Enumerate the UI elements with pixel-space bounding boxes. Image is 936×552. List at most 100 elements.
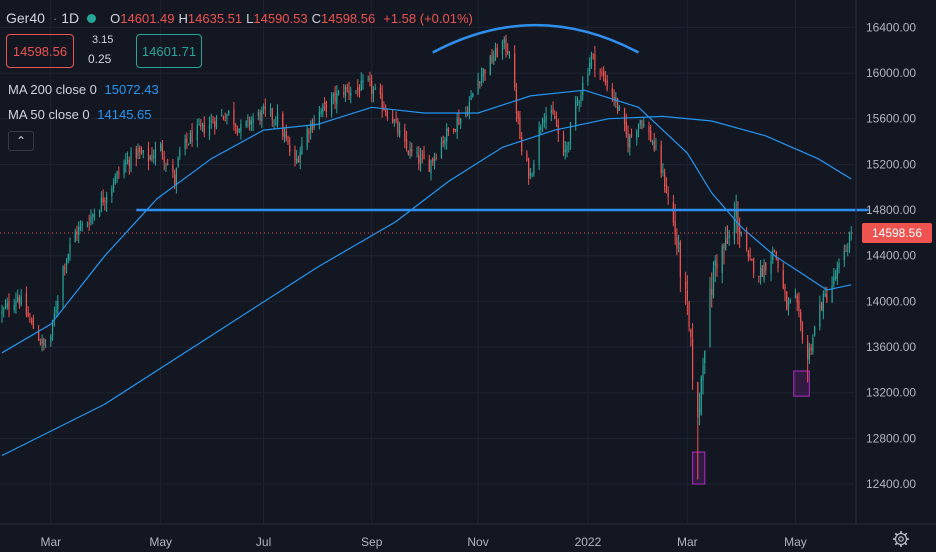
candle[interactable] (147, 141, 150, 171)
candle[interactable] (772, 246, 774, 265)
candle[interactable] (786, 291, 788, 311)
candle[interactable] (564, 140, 566, 160)
candle[interactable] (747, 249, 749, 262)
candle[interactable] (233, 101, 235, 131)
candle[interactable] (653, 132, 655, 152)
candle[interactable] (177, 156, 179, 168)
collapse-indicators-button[interactable]: ⌃ (8, 131, 34, 151)
candle[interactable] (163, 150, 165, 171)
candle[interactable] (447, 127, 450, 136)
candle[interactable] (311, 118, 314, 134)
highlight-box[interactable] (793, 370, 811, 397)
candle[interactable] (550, 104, 552, 122)
candle[interactable] (625, 113, 627, 138)
candle[interactable] (679, 239, 681, 293)
candle[interactable] (472, 92, 474, 98)
candle[interactable] (807, 334, 809, 383)
candle[interactable] (379, 83, 382, 99)
candle[interactable] (822, 290, 824, 320)
candle[interactable] (514, 45, 516, 91)
candle[interactable] (203, 116, 205, 138)
highlight-box[interactable] (691, 451, 706, 485)
gear-icon[interactable] (892, 530, 910, 548)
candle[interactable] (432, 157, 434, 166)
candle[interactable] (137, 143, 139, 160)
candle[interactable] (38, 324, 40, 341)
candle[interactable] (4, 299, 7, 310)
candle[interactable] (733, 201, 736, 245)
candle[interactable] (104, 197, 106, 211)
candle[interactable] (587, 67, 589, 86)
candle[interactable] (343, 84, 345, 98)
candle[interactable] (712, 261, 715, 299)
candle[interactable] (423, 146, 425, 160)
candle[interactable] (808, 343, 811, 364)
candle[interactable] (660, 140, 662, 179)
candle[interactable] (276, 104, 279, 128)
candle[interactable] (405, 130, 408, 152)
candle[interactable] (245, 120, 247, 129)
candle[interactable] (623, 107, 626, 132)
candle[interactable] (444, 136, 446, 150)
candle[interactable] (838, 258, 840, 274)
candle[interactable] (32, 314, 34, 329)
candle[interactable] (810, 343, 812, 355)
candle[interactable] (725, 226, 727, 251)
candle[interactable] (819, 295, 821, 331)
candle[interactable] (480, 67, 483, 87)
candle[interactable] (271, 107, 273, 127)
candle[interactable] (301, 136, 303, 155)
candle[interactable] (789, 298, 791, 304)
candle[interactable] (67, 253, 69, 264)
candle[interactable] (419, 147, 422, 172)
candle[interactable] (430, 159, 432, 181)
candle[interactable] (308, 127, 310, 143)
candle[interactable] (64, 263, 66, 276)
candle[interactable] (250, 116, 252, 131)
candle[interactable] (613, 89, 615, 107)
candle[interactable] (299, 146, 301, 170)
candle[interactable] (100, 191, 103, 213)
candle[interactable] (201, 122, 204, 132)
candle[interactable] (55, 300, 57, 317)
candle[interactable] (247, 114, 249, 128)
candle[interactable] (433, 152, 436, 170)
candle[interactable] (739, 217, 741, 248)
candle[interactable] (372, 86, 375, 103)
candle[interactable] (501, 39, 504, 60)
candle[interactable] (519, 110, 521, 140)
candle[interactable] (655, 138, 657, 151)
candle[interactable] (702, 357, 704, 395)
candle[interactable] (460, 118, 462, 130)
candle[interactable] (575, 96, 577, 131)
candle[interactable] (330, 92, 333, 118)
candle[interactable] (421, 149, 423, 164)
candle[interactable] (801, 321, 804, 344)
candle[interactable] (517, 110, 519, 125)
candle[interactable] (711, 272, 713, 308)
candle[interactable] (458, 109, 460, 126)
interval-label[interactable]: 1D (61, 10, 80, 26)
indicator-ma50[interactable]: MA 50 close 0 14145.65 (8, 107, 152, 122)
candlestick-series[interactable] (1, 34, 852, 480)
candle[interactable] (562, 130, 565, 157)
candle[interactable] (15, 292, 17, 314)
time-axis[interactable]: Mar May Jul Sep Nov 2022 Mar May (0, 523, 936, 549)
candle[interactable] (93, 208, 96, 221)
candle[interactable] (273, 119, 275, 130)
candle[interactable] (814, 325, 816, 337)
candle[interactable] (336, 85, 338, 114)
candle[interactable] (287, 135, 289, 145)
candle[interactable] (74, 228, 76, 243)
candle[interactable] (3, 306, 5, 318)
candle[interactable] (348, 81, 350, 101)
candle[interactable] (297, 155, 300, 163)
candle[interactable] (381, 85, 383, 118)
candle[interactable] (578, 99, 580, 112)
candle[interactable] (360, 72, 362, 91)
candle[interactable] (151, 147, 153, 162)
candle[interactable] (735, 194, 737, 234)
candle[interactable] (777, 257, 779, 273)
candle[interactable] (794, 288, 797, 299)
candle[interactable] (374, 83, 376, 91)
